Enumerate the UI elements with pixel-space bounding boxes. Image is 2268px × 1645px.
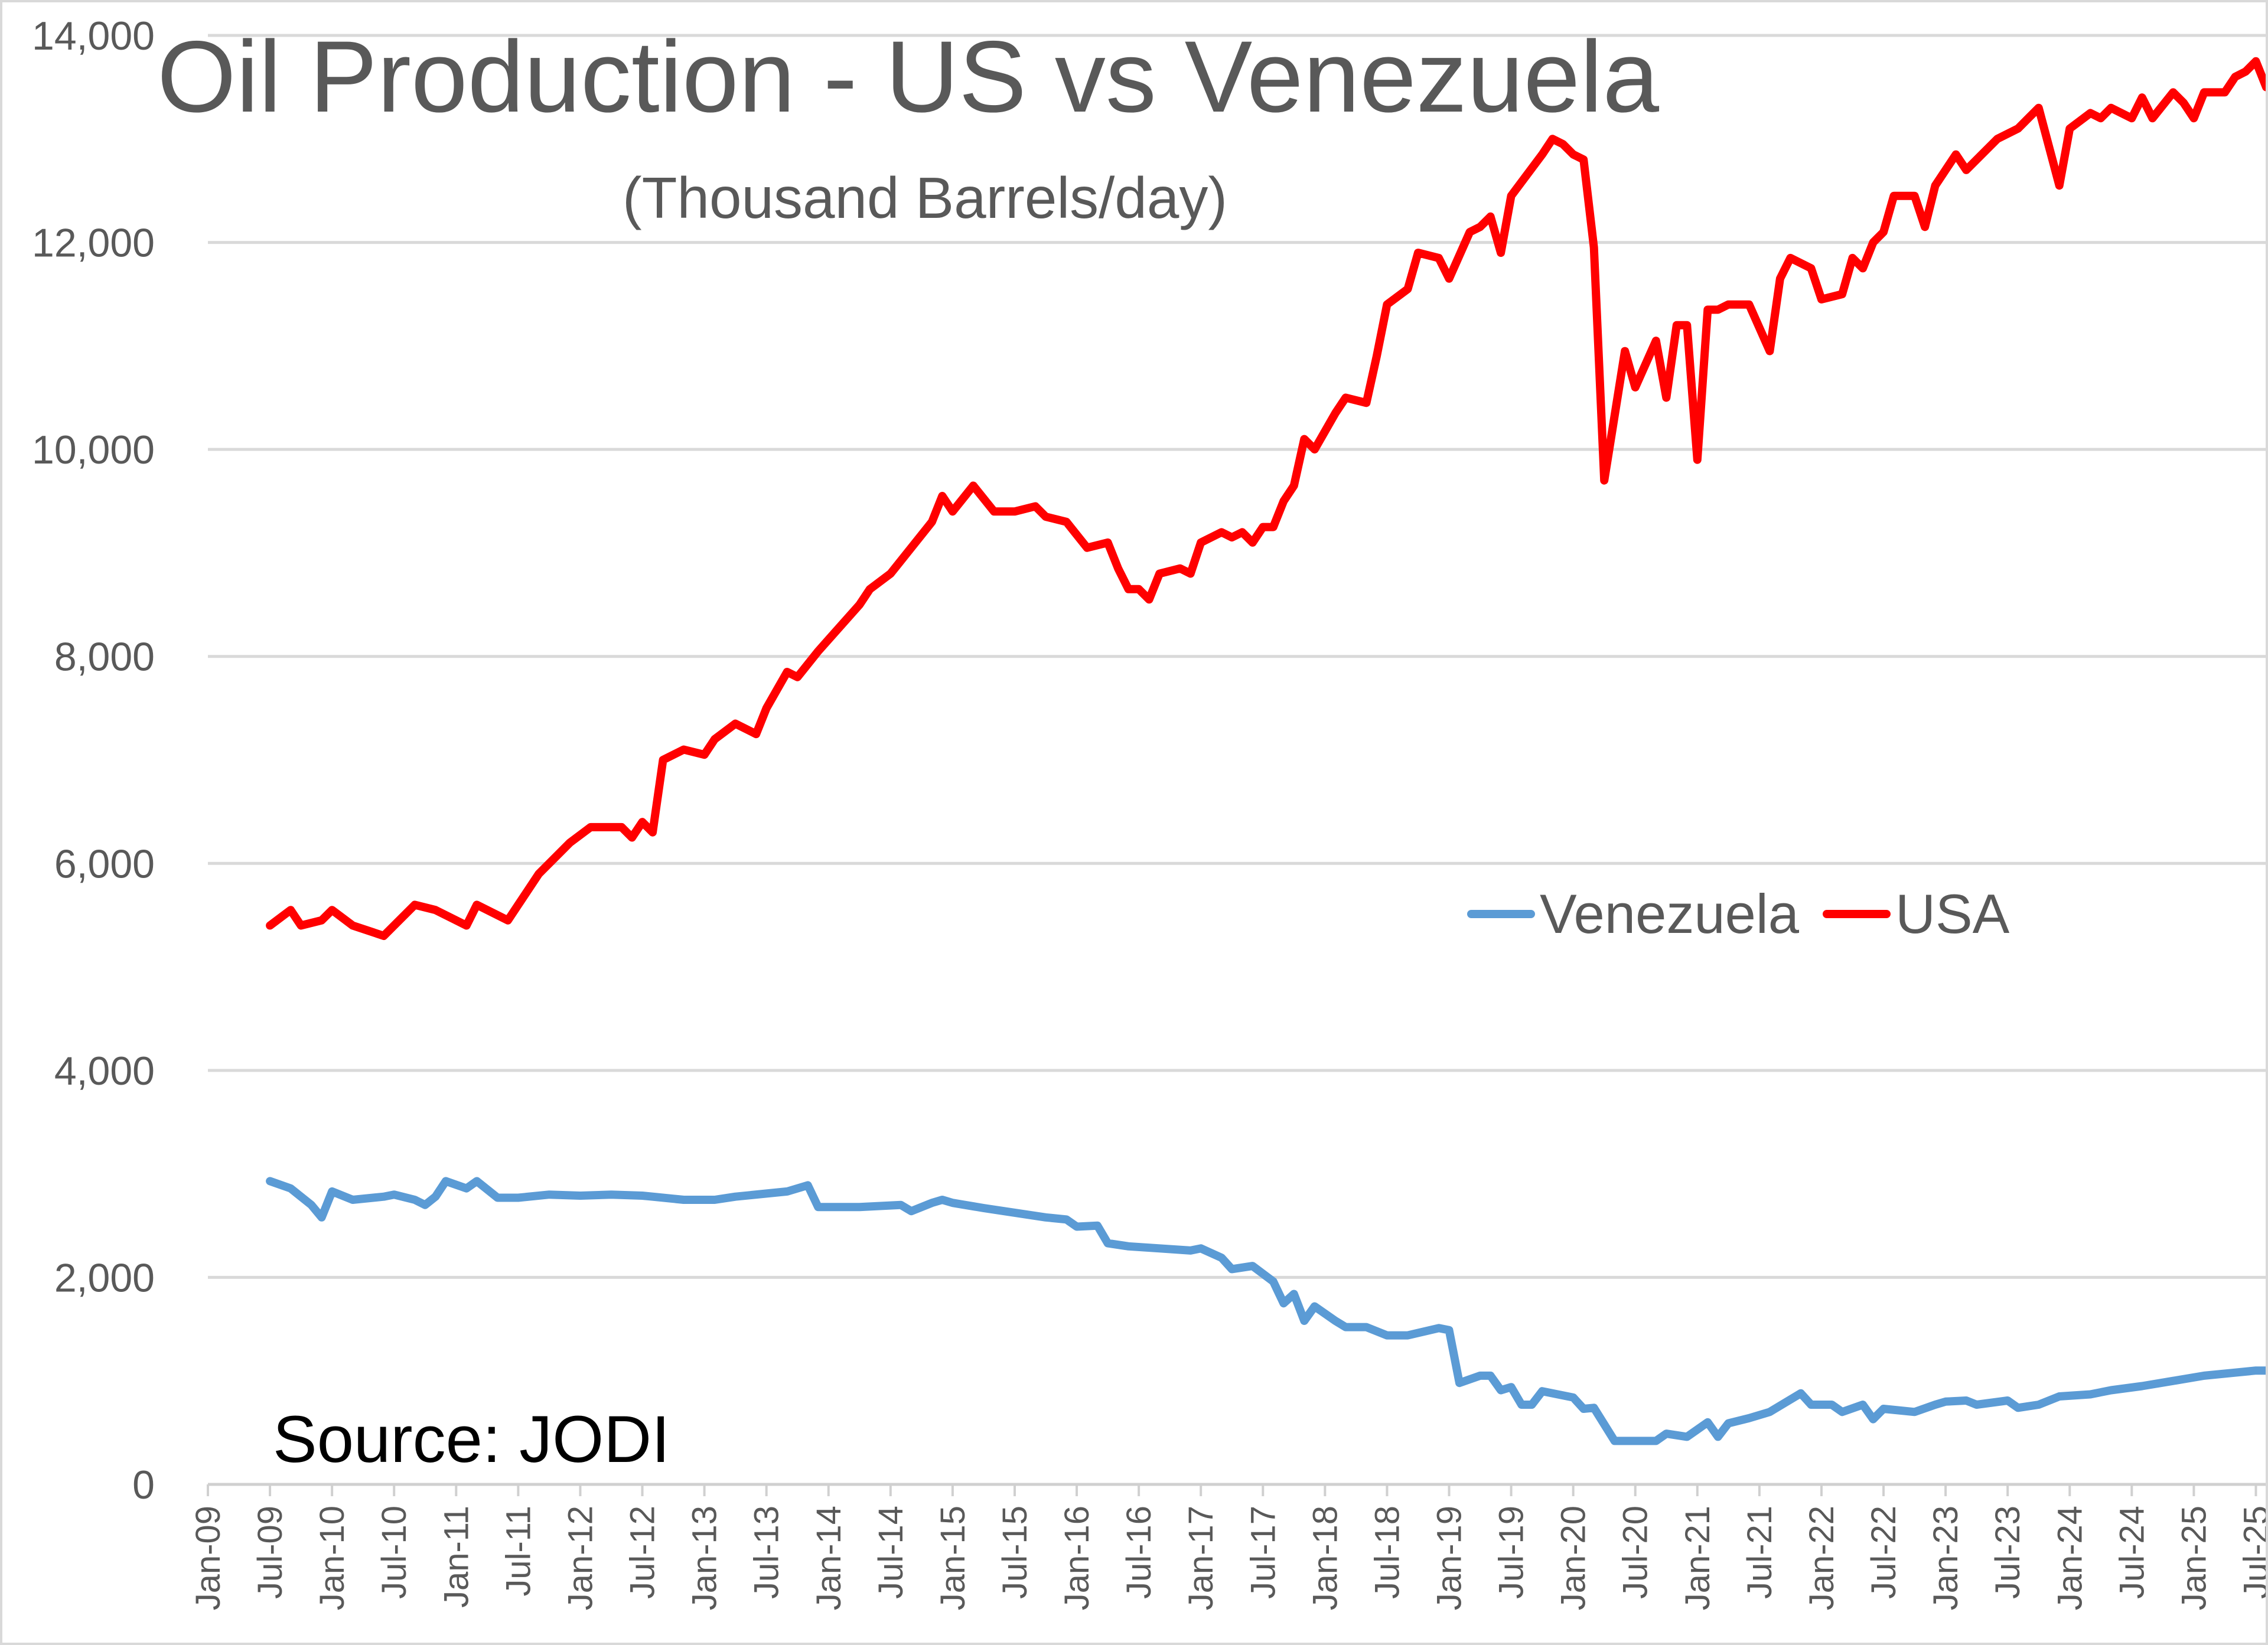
y-tick-label: 2,000 [54, 1255, 155, 1300]
x-tick-label: Jul-11 [499, 1506, 537, 1597]
y-tick-label: 10,000 [32, 427, 155, 472]
x-tick-label: Jan-13 [686, 1506, 724, 1610]
x-tick-label: Jan-16 [1058, 1506, 1096, 1610]
x-tick-label: Jul-24 [2113, 1506, 2151, 1599]
legend-item-usa: USA [1823, 882, 2009, 946]
x-tick-label: Jan-09 [189, 1506, 227, 1610]
x-tick-label: Jan-22 [1803, 1506, 1841, 1610]
x-tick-label: Jul-14 [872, 1506, 910, 1599]
series-line-usa [266, 57, 2266, 940]
chart-title: Oil Production - US vs Venezuela [157, 20, 1660, 133]
x-tick-label: Jan-21 [1679, 1506, 1717, 1610]
x-tick-label: Jan-12 [561, 1506, 599, 1610]
legend-label-venezuela: Venezuela [1540, 883, 1800, 945]
x-tick-label: Jul-13 [748, 1506, 786, 1599]
x-tick-label: Jan-14 [810, 1506, 848, 1610]
x-tick-label: Jan-24 [2051, 1506, 2089, 1610]
legend-label-usa: USA [1895, 883, 2010, 945]
x-tick-label: Jul-16 [1120, 1506, 1158, 1599]
source-annotation: Source: JODI [273, 1402, 670, 1476]
x-tick-label: Jan-11 [437, 1506, 475, 1608]
y-tick-label: 0 [132, 1463, 155, 1507]
x-tick-label: Jan-17 [1182, 1506, 1220, 1610]
x-tick-label: Jan-10 [313, 1506, 351, 1610]
x-tick-label: Jul-18 [1368, 1506, 1406, 1599]
x-tick-label: Jan-20 [1555, 1506, 1593, 1610]
x-tick-label: Jul-20 [1617, 1506, 1655, 1599]
legend-item-venezuela: Venezuela [1467, 882, 1799, 946]
x-tick-label: Jul-21 [1741, 1506, 1779, 1599]
x-tick-label: Jan-18 [1306, 1506, 1344, 1610]
x-tick-label: Jul-23 [1989, 1506, 2027, 1599]
y-tick-label: 14,000 [32, 14, 155, 58]
x-tick-label: Jul-10 [375, 1506, 413, 1599]
x-tick-label: Jan-23 [1927, 1506, 1965, 1610]
x-tick-label: Jan-19 [1430, 1506, 1469, 1610]
y-tick-label: 8,000 [54, 635, 155, 680]
series-line-venezuela [266, 1177, 2266, 1445]
legend-swatch-venezuela [1467, 910, 1535, 918]
x-tick-label: Jul-25 [2237, 1506, 2268, 1599]
x-tick-label: Jan-25 [2175, 1506, 2213, 1610]
chart-subtitle: (Thousand Barrels/day) [623, 165, 1228, 230]
legend-swatch-usa [1823, 910, 1891, 918]
x-tick-label: Jul-09 [251, 1506, 289, 1599]
legend: Venezuela USA [1467, 882, 2033, 946]
x-tick-label: Jul-15 [996, 1506, 1034, 1599]
y-tick-label: 12,000 [32, 221, 155, 266]
y-tick-label: 6,000 [54, 841, 155, 886]
x-tick-label: Jan-15 [934, 1506, 972, 1610]
x-tick-label: Jul-19 [1493, 1506, 1531, 1599]
y-tick-label: 4,000 [54, 1049, 155, 1094]
x-tick-label: Jul-12 [624, 1506, 662, 1599]
x-tick-label: Jul-22 [1865, 1506, 1903, 1599]
x-tick-label: Jul-17 [1244, 1506, 1282, 1599]
